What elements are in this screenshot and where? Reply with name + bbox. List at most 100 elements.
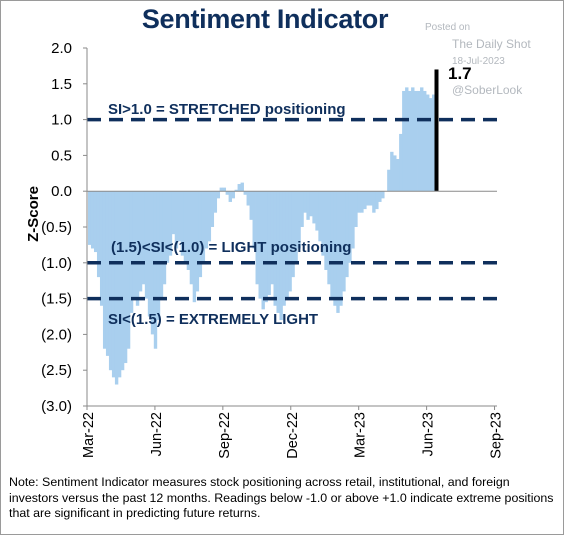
bar [396,158,400,192]
bar [393,155,397,192]
watermark-posted-on: Posted on [425,22,471,33]
bar [426,94,430,192]
bar [123,191,128,364]
bar [276,191,280,313]
bar [363,191,367,210]
bar [414,90,418,192]
y-tick-label: 0.0 [51,183,72,200]
bar [360,191,364,213]
bar [213,191,218,213]
bar [159,191,164,299]
bar [318,191,322,242]
chart-note: Note: Sentiment Indicator measures stock… [9,475,554,520]
watermark-handle: @SoberLook [452,83,523,97]
bar [303,191,307,213]
sentiment-bar-chart: 2.0 1.5 1.0 0.5 0.0 (0.5) (1.0) (1.5) (2.0) (2.5)… [25,40,505,459]
bar [114,191,119,385]
bar [351,191,355,249]
y-tick-label: (2.0) [41,326,72,343]
bar [258,191,262,299]
bar [141,191,146,285]
bar [99,191,104,306]
bar [261,191,265,310]
bar [189,191,194,285]
bar [330,191,334,299]
bar [324,191,328,270]
y-axis-label: Z-Score [25,186,42,242]
bar [297,191,301,249]
bar [234,189,238,192]
bar-latest [434,69,439,192]
bar [210,191,215,227]
watermark-date: 18-Jul-2023 [452,56,505,67]
bar [237,184,241,192]
y-tick-label: (0.5) [41,219,72,236]
bar [372,191,376,213]
bar [156,191,161,321]
bar [117,191,122,378]
bar [243,191,247,195]
bar [195,191,200,292]
bar [405,87,409,192]
bar [432,94,436,192]
bar [264,191,268,303]
watermark-source: The Daily Shot [452,37,531,51]
bar [90,191,95,249]
bar [216,191,221,199]
bar [177,191,182,242]
bar [381,191,385,199]
bar [252,191,256,249]
x-tick-label: Sep-22 [217,412,233,459]
bar [423,90,427,192]
bar [369,191,373,206]
y-tick-label: 2.0 [51,40,72,57]
bar [165,191,170,263]
bar [138,191,143,292]
bar [378,191,382,202]
bar [150,191,155,335]
bar [111,191,116,378]
bar [306,191,310,220]
bar [357,191,361,213]
bar [273,191,277,306]
bar [267,191,271,296]
bar [345,191,349,278]
bar [144,191,149,299]
bar [105,191,110,356]
bar [411,87,415,192]
x-tick-label: Dec-22 [285,412,301,459]
x-tick-label: Mar-23 [353,412,369,458]
bar [96,191,101,278]
bar [246,191,250,206]
bar [207,191,212,242]
y-tick-label: 1.5 [51,76,72,93]
bar [102,191,107,349]
bar [126,191,131,349]
bar [315,191,319,231]
x-tick-label: Sep-23 [489,412,505,459]
bar [174,191,179,249]
last-value-label: 1.7 [448,64,472,83]
bar [342,191,346,292]
bar [186,191,191,270]
bar [88,191,92,245]
bar [132,191,137,299]
y-tick-label: (2.5) [41,362,72,379]
bar [240,182,244,192]
bar [279,191,283,321]
y-tick-label: 1.0 [51,112,72,129]
bar [129,191,134,313]
y-tick-label: (3.0) [41,398,72,415]
bar [339,191,343,306]
bar [285,191,289,299]
bar [288,191,292,292]
bar [354,191,358,227]
bar [420,87,424,192]
bar [294,191,298,263]
bar [282,191,286,306]
bar-series [88,69,439,385]
bar [198,191,203,278]
bar [108,191,113,371]
bar [255,191,259,285]
bar [201,191,206,263]
